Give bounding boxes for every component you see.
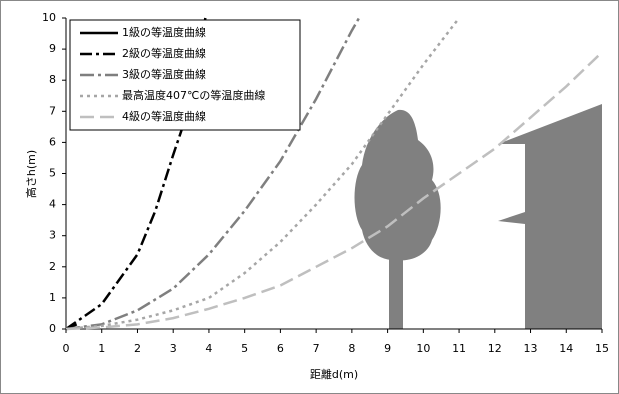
x-tick-label: 8: [348, 342, 355, 355]
x-tick-label: 4: [205, 342, 212, 355]
y-tick-label: 9: [49, 42, 56, 55]
x-tick-label: 12: [488, 342, 502, 355]
x-tick-label: 15: [595, 342, 609, 355]
x-tick-label: 9: [384, 342, 391, 355]
y-tick-label: 10: [42, 11, 56, 24]
x-axis-label: 距離d(m): [310, 367, 358, 381]
y-tick-label: 3: [49, 229, 56, 242]
x-tick-label: 2: [134, 342, 141, 355]
x-tick-label: 6: [277, 342, 284, 355]
legend-label: 1級の等温度曲線: [122, 25, 206, 39]
x-tick-label: 13: [524, 342, 538, 355]
legend-label: 3級の等温度曲線: [122, 67, 206, 81]
legend-label: 2級の等温度曲線: [122, 46, 206, 60]
x-tick-label: 5: [241, 342, 248, 355]
x-tick-label: 14: [559, 342, 573, 355]
y-tick-label: 2: [49, 260, 56, 273]
legend-label: 4級の等温度曲線: [122, 109, 206, 123]
page: 距離d(m) 高さh(m) 01234567891011121314150123…: [0, 0, 619, 394]
y-tick-label: 6: [49, 135, 56, 148]
tree-trunk: [389, 255, 403, 329]
x-tick-label: 1: [98, 342, 105, 355]
y-tick-label: 4: [49, 198, 56, 211]
y-axis-label: 高さh(m): [24, 150, 38, 198]
y-tick-label: 0: [49, 322, 56, 335]
legend-label: 最高温度407℃の等温度曲線: [122, 88, 265, 102]
x-tick-label: 0: [63, 342, 70, 355]
x-tick-label: 10: [416, 342, 430, 355]
y-tick-label: 7: [49, 104, 56, 117]
y-tick-label: 1: [49, 291, 56, 304]
y-tick-label: 5: [49, 167, 56, 180]
y-tick-label: 8: [49, 73, 56, 86]
x-tick-label: 7: [313, 342, 320, 355]
x-tick-label: 3: [170, 342, 177, 355]
chart: 距離d(m) 高さh(m) 01234567891011121314150123…: [0, 0, 619, 394]
x-tick-label: 11: [452, 342, 466, 355]
